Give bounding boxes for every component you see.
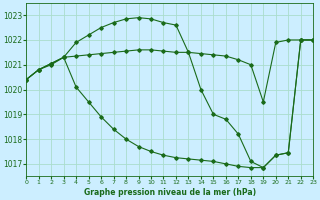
- X-axis label: Graphe pression niveau de la mer (hPa): Graphe pression niveau de la mer (hPa): [84, 188, 256, 197]
